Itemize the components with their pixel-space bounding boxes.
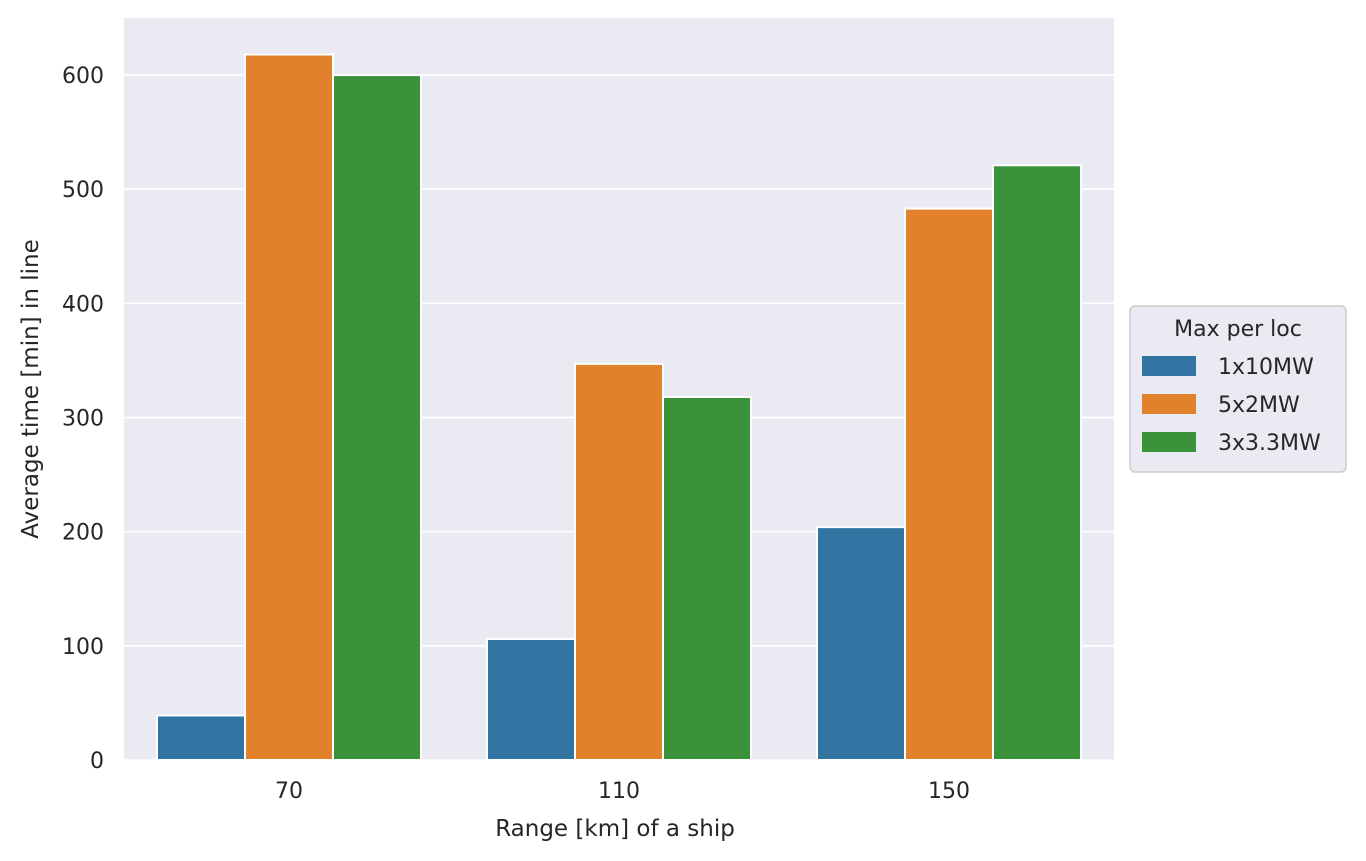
legend-title: Max per loc [1174, 317, 1302, 342]
y-tick-label: 0 [90, 749, 104, 774]
y-tick-label: 500 [62, 178, 104, 203]
legend-label: 3x3.3MW [1218, 431, 1321, 456]
bars [156, 53, 1082, 762]
legend-items: 1x10MW 5x2MW 3x3.3MW [1142, 355, 1321, 456]
x-tick-label: 110 [598, 779, 640, 804]
bar-1x10MW-110 [486, 637, 576, 762]
legend-frame [1129, 305, 1347, 473]
legend-swatch [1142, 432, 1196, 452]
bar-3x3.3MW-110 [662, 395, 752, 761]
x-axis-label: Range [km] of a ship [495, 816, 735, 842]
x-tick-label: 70 [275, 779, 303, 804]
legend: Max per loc 1x10MW 5x2MW 3x3.3MW [1129, 305, 1347, 473]
y-axis-ticks: 0 100 200 300 400 500 600 [62, 64, 104, 774]
bar-1x10MW-150 [816, 526, 906, 761]
x-tick-label: 150 [928, 779, 970, 804]
x-axis-ticks: 70 110 150 [275, 779, 970, 804]
y-tick-label: 600 [62, 64, 104, 89]
bar-5x2MW-70 [244, 53, 334, 761]
y-axis-label: Average time [min] in line [18, 239, 44, 538]
legend-label: 5x2MW [1218, 393, 1300, 418]
bar-5x2MW-150 [904, 207, 994, 762]
y-tick-label: 400 [62, 292, 104, 317]
legend-swatch [1142, 356, 1196, 376]
bar-3x3.3MW-70 [332, 74, 422, 762]
y-tick-label: 300 [62, 407, 104, 432]
y-tick-label: 100 [62, 635, 104, 660]
bar-1x10MW-70 [156, 714, 246, 761]
legend-swatch [1142, 394, 1196, 414]
bar-3x3.3MW-150 [992, 164, 1082, 761]
bar-5x2MW-110 [574, 362, 664, 761]
y-tick-label: 200 [62, 521, 104, 546]
legend-label: 1x10MW [1218, 355, 1314, 380]
